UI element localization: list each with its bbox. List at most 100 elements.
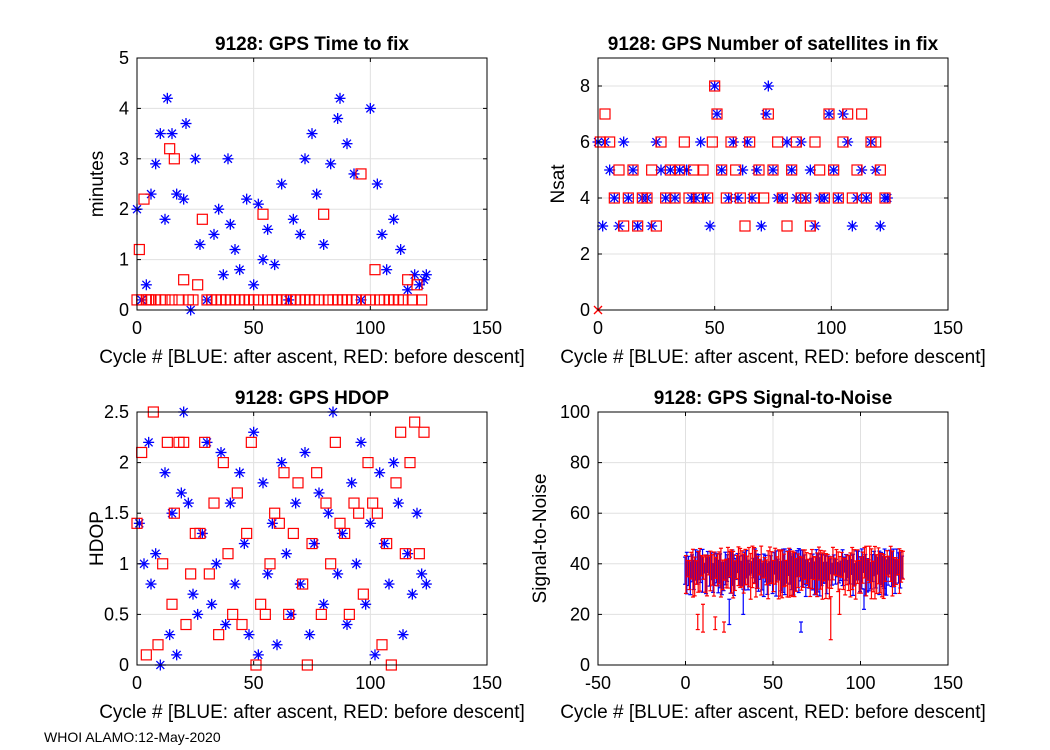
- after-ascent-point: [150, 548, 162, 560]
- x-tick-label: 150: [933, 673, 963, 693]
- before-descent-point: [650, 220, 662, 232]
- before-descent-point: [168, 507, 180, 519]
- after-ascent-point: [206, 598, 218, 610]
- y-tick-label: 5: [119, 48, 129, 68]
- after-ascent-point: [406, 588, 418, 600]
- after-ascent-point: [220, 619, 232, 631]
- after-ascent-point: [378, 538, 390, 550]
- before-descent-point: [390, 477, 402, 489]
- after-ascent-point: [776, 192, 788, 204]
- after-ascent-point: [781, 136, 793, 148]
- before-descent-point: [692, 192, 704, 204]
- before-descent-point: [730, 164, 742, 176]
- before-descent-point: [734, 192, 746, 204]
- after-ascent-point: [346, 477, 358, 489]
- after-ascent-point: [241, 193, 253, 205]
- after-ascent-point: [325, 158, 337, 170]
- before-descent-point: [604, 136, 616, 148]
- x-tick-label: 50: [705, 318, 725, 338]
- after-ascent-point: [171, 188, 183, 200]
- after-ascent-point: [746, 192, 758, 204]
- after-ascent-point: [189, 153, 201, 165]
- x-tick-label: 50: [763, 673, 783, 693]
- before-descent-point: [166, 294, 178, 306]
- before-descent-point: [786, 164, 798, 176]
- after-ascent-point: [224, 497, 236, 509]
- ticks: [597, 58, 949, 311]
- after-ascent-point: [767, 164, 779, 176]
- before-descent-range: [708, 550, 713, 592]
- after-ascent-point: [318, 238, 330, 250]
- after-ascent-point: [860, 192, 872, 204]
- after-ascent-point: [276, 178, 288, 190]
- before-descent-point: [622, 192, 634, 204]
- y-tick-label: 2: [119, 453, 129, 473]
- after-ascent-point: [276, 457, 288, 469]
- after-ascent-point: [716, 164, 728, 176]
- y-tick-label: 0: [119, 300, 129, 320]
- after-ascent-point: [224, 218, 236, 230]
- after-ascent-point: [271, 639, 283, 651]
- after-ascent-outlier: [799, 621, 803, 633]
- before-descent-point: [259, 608, 271, 621]
- after-ascent-point: [392, 497, 404, 509]
- after-ascent-point: [166, 128, 178, 140]
- before-descent-point: [879, 192, 891, 204]
- before-descent-point: [371, 507, 383, 519]
- before-descent-point: [814, 164, 826, 176]
- after-ascent-point: [341, 138, 353, 150]
- data-marks: [131, 406, 432, 671]
- after-ascent-point: [755, 220, 767, 232]
- after-ascent-point: [334, 92, 346, 104]
- after-ascent-point: [283, 294, 295, 306]
- x-tick-label: 150: [472, 318, 502, 338]
- before-descent-point: [762, 108, 774, 120]
- before-descent-point: [318, 208, 330, 220]
- after-ascent-point: [704, 220, 716, 232]
- before-descent-point: [818, 192, 830, 204]
- y-tick-label: 20: [570, 604, 590, 624]
- before-descent-range: [850, 546, 855, 591]
- before-descent-point: [241, 527, 253, 540]
- after-ascent-point: [143, 436, 155, 448]
- x-tick-label: -50: [585, 673, 611, 693]
- before-descent-range: [795, 553, 800, 589]
- after-ascent-point: [262, 568, 274, 580]
- before-descent-point: [231, 487, 243, 499]
- after-ascent-point: [336, 527, 348, 539]
- before-descent-range: [881, 554, 886, 600]
- x-tick-label: 150: [933, 318, 963, 338]
- before-descent-point: [152, 639, 164, 651]
- after-ascent-point: [655, 164, 667, 176]
- y-tick-label: 4: [580, 188, 590, 208]
- after-ascent-point: [709, 80, 721, 92]
- before-descent-point: [140, 649, 152, 661]
- after-ascent-point: [154, 128, 166, 140]
- panel-hdop: 0 50 100 150 0 0.5 1 1.5 2 2.5 9128: GPS HDOP Cycle…: [87, 388, 525, 723]
- after-ascent-point: [178, 193, 190, 205]
- before-descent-point: [709, 80, 721, 92]
- x-axis-label: Cycle # [BLUE: after ascent, RED: before…: [560, 347, 986, 368]
- y-axis-label: HDOP: [87, 511, 108, 566]
- after-ascent-point: [322, 507, 334, 519]
- after-ascent-point: [727, 136, 739, 148]
- before-descent-point: [720, 192, 732, 204]
- before-descent-point: [222, 548, 234, 560]
- before-descent-range: [899, 549, 904, 583]
- after-ascent-point: [187, 588, 199, 600]
- before-descent-range: [780, 549, 785, 599]
- before-descent-point: [278, 467, 290, 479]
- before-descent-point: [217, 457, 229, 469]
- before-descent-point: [706, 136, 718, 148]
- after-ascent-point: [402, 284, 414, 296]
- before-descent-point: [196, 213, 208, 225]
- after-ascent-point: [229, 578, 241, 590]
- before-descent-point: [166, 598, 178, 610]
- before-descent-range: [890, 550, 895, 597]
- data-marks: [592, 80, 893, 315]
- before-descent-point: [406, 294, 418, 306]
- before-descent-point: [411, 279, 423, 291]
- ticks: [136, 57, 488, 311]
- before-descent-point: [245, 436, 257, 448]
